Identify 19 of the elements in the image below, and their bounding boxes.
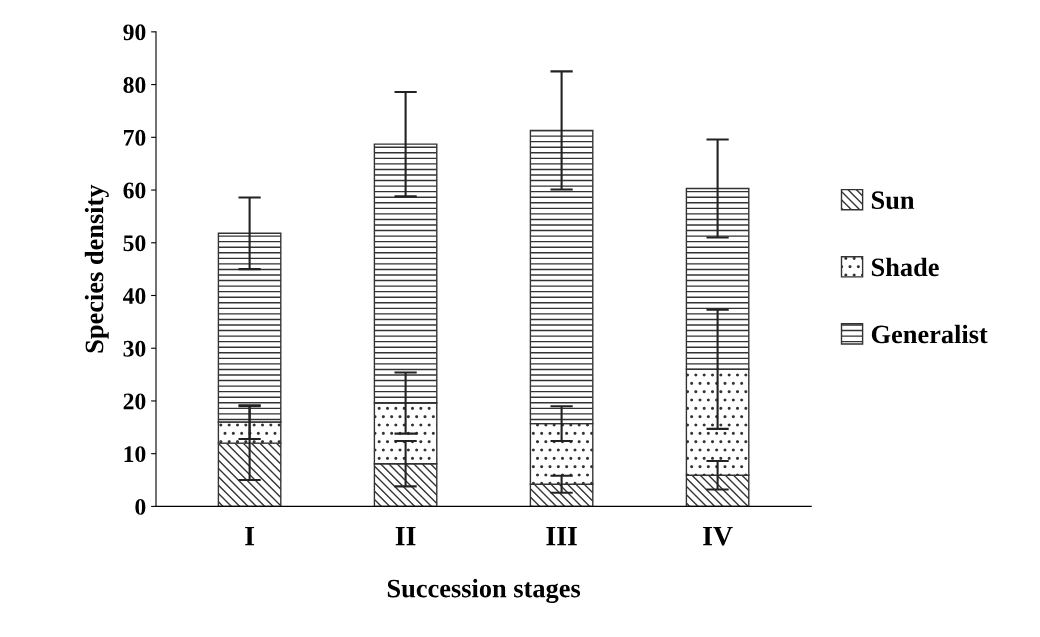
- y-tick-label: 90: [123, 24, 146, 41]
- y-tick-label: 40: [122, 287, 146, 304]
- legend-label: Generalist: [871, 324, 988, 344]
- x-axis-title: Succession stages: [387, 578, 581, 603]
- y-tick-label: 20: [123, 393, 146, 410]
- legend-label: Sun: [871, 191, 915, 210]
- x-tick-label: II: [395, 526, 416, 546]
- y-tick-label: 30: [123, 340, 146, 357]
- y-tick-label: 60: [123, 182, 146, 199]
- x-tick-label: IV: [703, 526, 733, 546]
- y-tick-label: 10: [124, 446, 146, 463]
- y-tick-label: 70: [124, 129, 146, 146]
- y-tick-label: 0: [135, 498, 146, 515]
- y-axis-title: Species density: [84, 184, 109, 353]
- x-tick-label: I: [245, 526, 255, 546]
- legend-label: Shade: [871, 257, 939, 277]
- x-tick-label: III: [546, 526, 577, 546]
- y-tick-label: 50: [123, 235, 146, 252]
- y-tick-label: 80: [123, 77, 146, 93]
